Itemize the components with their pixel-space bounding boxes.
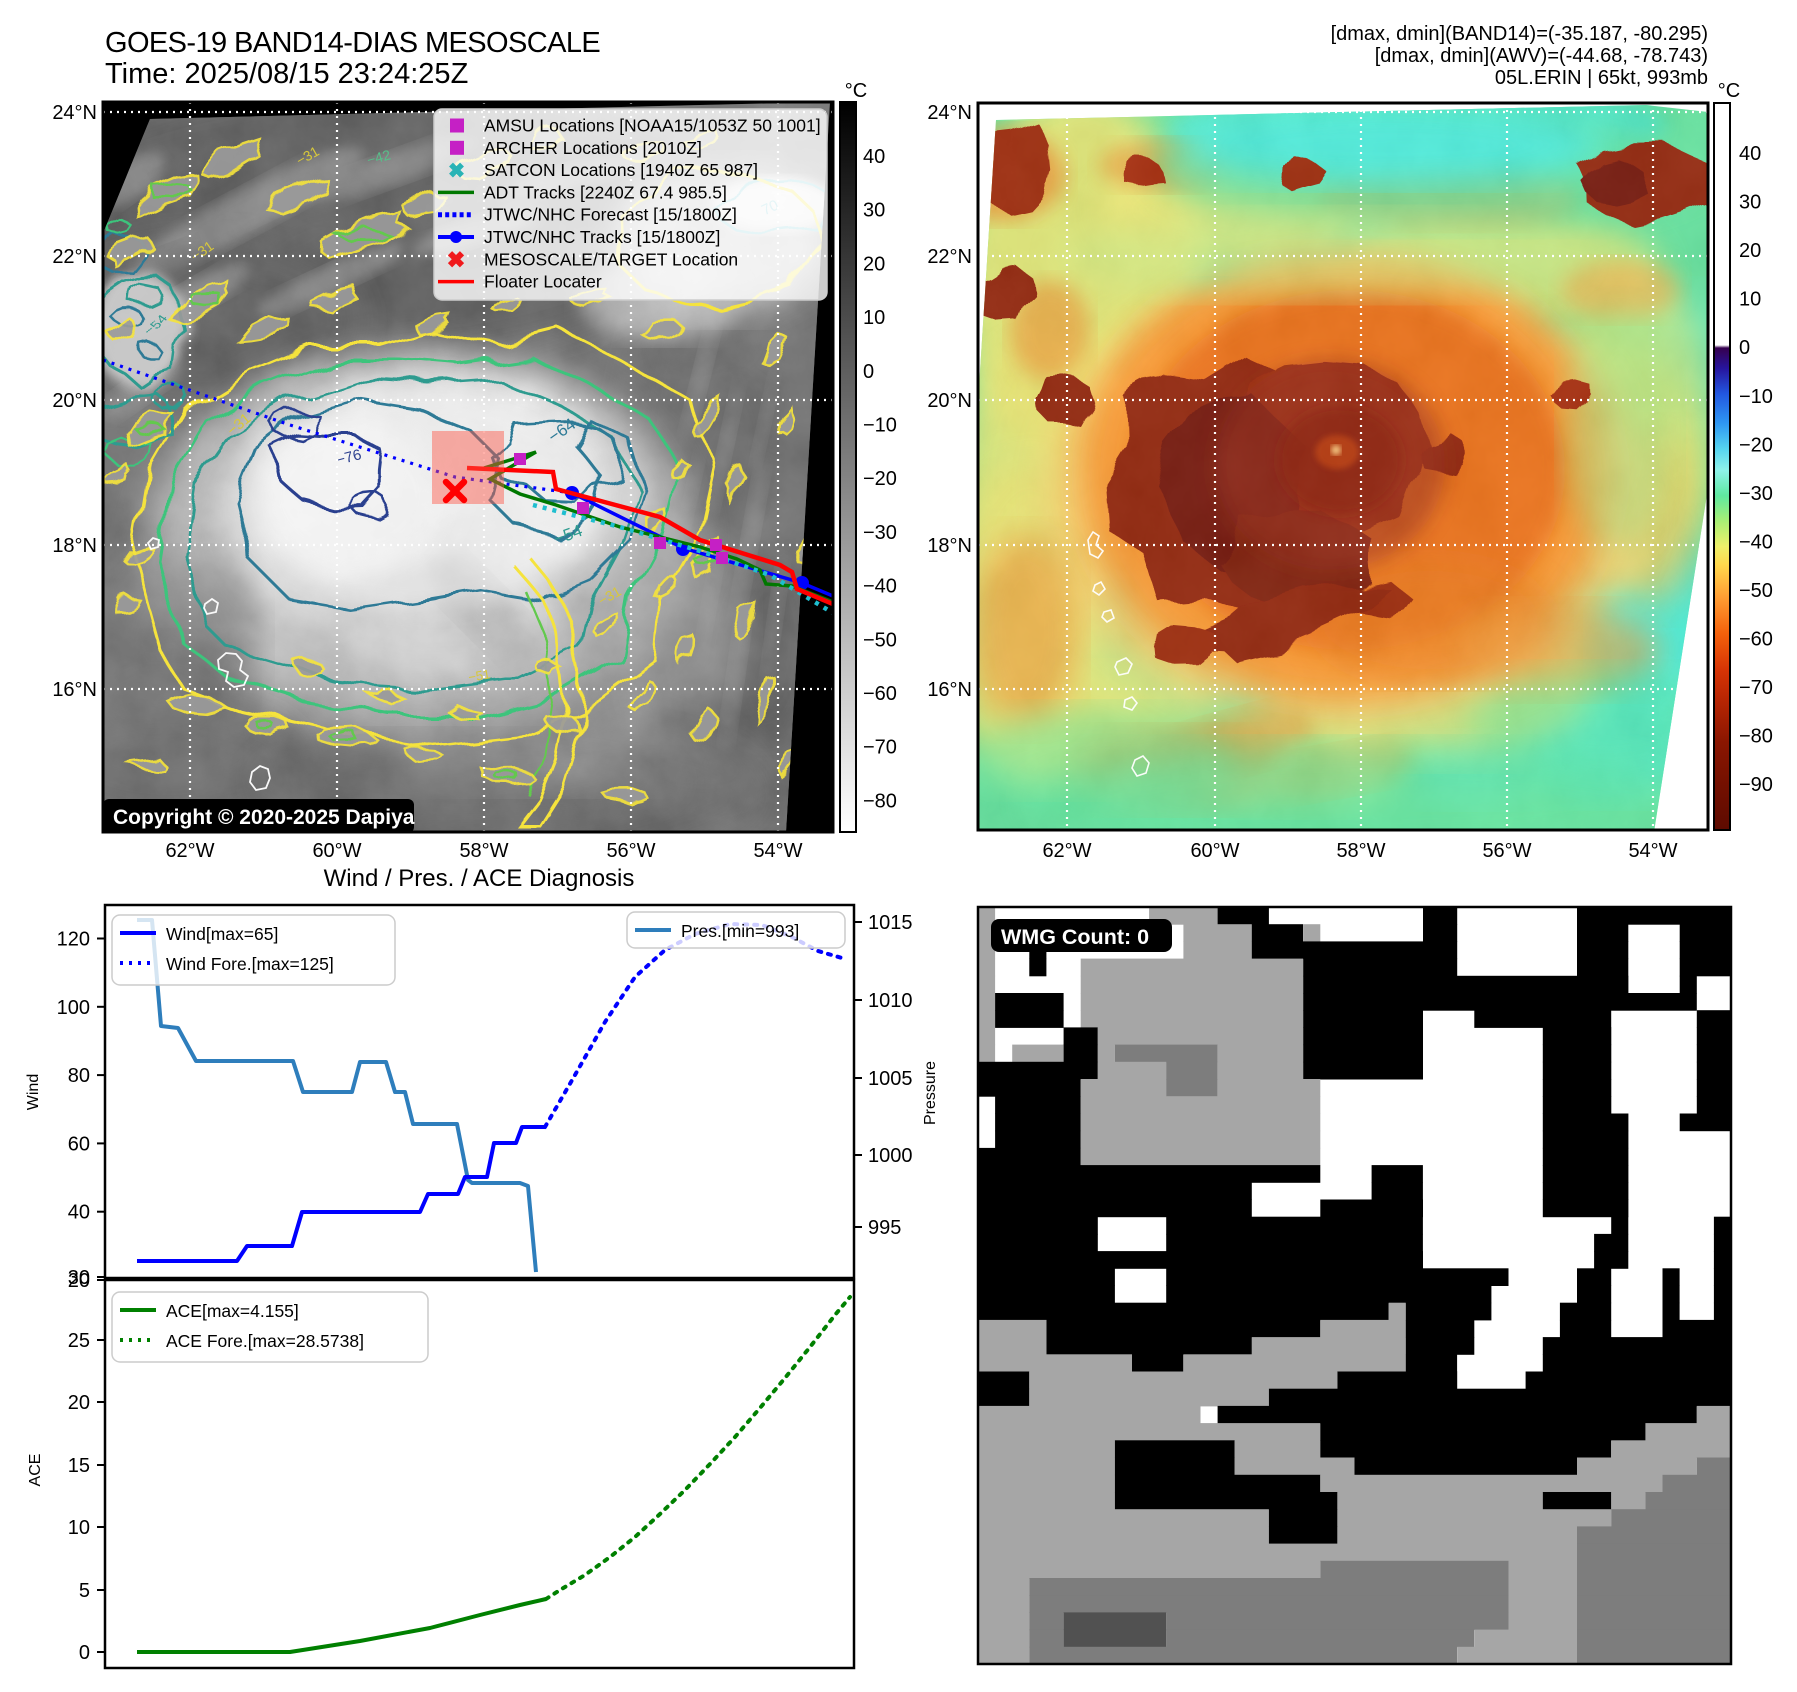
svg-text:10: 10	[863, 307, 885, 329]
svg-text:−70: −70	[863, 737, 897, 759]
svg-text:ACE[max=4.155]: ACE[max=4.155]	[166, 1301, 299, 1321]
svg-text:[dmax, dmin](BAND14)=(-35.187,: [dmax, dmin](BAND14)=(-35.187, -80.295)	[1331, 23, 1708, 45]
svg-text:°C: °C	[1718, 80, 1740, 102]
svg-text:Floater Locater: Floater Locater	[484, 272, 602, 292]
svg-text:22°N: 22°N	[52, 246, 97, 268]
svg-text:40: 40	[863, 146, 885, 168]
svg-text:−80: −80	[1739, 726, 1773, 748]
svg-text:995: 995	[868, 1217, 901, 1239]
svg-text:60: 60	[68, 1133, 90, 1155]
svg-text:62°W: 62°W	[1042, 840, 1091, 862]
svg-text:Wind: Wind	[25, 1074, 42, 1110]
svg-text:°C: °C	[845, 80, 867, 102]
svg-text:Wind[max=65]: Wind[max=65]	[166, 924, 278, 944]
svg-text:0: 0	[863, 361, 874, 383]
svg-text:58°W: 58°W	[1336, 840, 1385, 862]
svg-text:54°W: 54°W	[753, 840, 802, 862]
svg-text:ARCHER Locations [2010Z]: ARCHER Locations [2010Z]	[484, 138, 702, 158]
svg-text:1005: 1005	[868, 1068, 913, 1090]
svg-text:16°N: 16°N	[927, 679, 972, 701]
svg-text:Time: 2025/08/15 23:24:25Z: Time: 2025/08/15 23:24:25Z	[105, 58, 468, 90]
svg-text:56°W: 56°W	[606, 840, 655, 862]
svg-text:JTWC/NHC Tracks [15/1800Z]: JTWC/NHC Tracks [15/1800Z]	[484, 227, 720, 247]
svg-text:−90: −90	[1739, 774, 1773, 796]
svg-text:−60: −60	[863, 683, 897, 705]
svg-text:58°W: 58°W	[459, 840, 508, 862]
svg-text:MESOSCALE/TARGET Location: MESOSCALE/TARGET Location	[484, 249, 738, 269]
svg-text:Pres.[min=993]: Pres.[min=993]	[681, 921, 799, 941]
svg-text:60°W: 60°W	[1190, 840, 1239, 862]
svg-text:−10: −10	[863, 415, 897, 437]
svg-text:−20: −20	[863, 468, 897, 490]
svg-text:24°N: 24°N	[927, 102, 972, 124]
svg-text:30: 30	[1739, 192, 1761, 214]
svg-text:SATCON Locations [1940Z 65 987: SATCON Locations [1940Z 65 987]	[484, 160, 758, 180]
svg-text:−30: −30	[1739, 483, 1773, 505]
svg-text:Wind / Pres. / ACE Diagnosis: Wind / Pres. / ACE Diagnosis	[324, 865, 635, 892]
svg-text:−50: −50	[1739, 580, 1773, 602]
svg-text:−40: −40	[1739, 531, 1773, 553]
svg-text:AMSU Locations [NOAA15/1053Z 5: AMSU Locations [NOAA15/1053Z 50 1001]	[484, 116, 821, 136]
svg-text:40: 40	[68, 1202, 90, 1224]
svg-text:0: 0	[1739, 337, 1750, 359]
svg-text:−40: −40	[863, 576, 897, 598]
svg-text:10: 10	[68, 1517, 90, 1539]
svg-text:JTWC/NHC Forecast [15/1800Z]: JTWC/NHC Forecast [15/1800Z]	[484, 205, 737, 225]
svg-text:0: 0	[79, 1642, 90, 1664]
svg-text:22°N: 22°N	[927, 246, 972, 268]
svg-text:05L.ERIN | 65kt, 993mb: 05L.ERIN | 65kt, 993mb	[1495, 67, 1708, 89]
svg-text:54°W: 54°W	[1628, 840, 1677, 862]
svg-text:100: 100	[57, 997, 90, 1019]
svg-text:15: 15	[68, 1455, 90, 1477]
svg-text:−50: −50	[863, 629, 897, 651]
svg-text:40: 40	[1739, 143, 1761, 165]
svg-text:1010: 1010	[868, 990, 913, 1012]
svg-text:18°N: 18°N	[52, 535, 97, 557]
svg-text:20: 20	[1739, 240, 1761, 262]
svg-text:[dmax, dmin](AWV)=(-44.68, -78: [dmax, dmin](AWV)=(-44.68, -78.743)	[1375, 45, 1708, 67]
svg-text:20°N: 20°N	[52, 390, 97, 412]
svg-text:GOES-19 BAND14-DIAS MESOSCALE: GOES-19 BAND14-DIAS MESOSCALE	[105, 27, 600, 59]
svg-text:−76: −76	[334, 446, 363, 469]
svg-text:1015: 1015	[868, 912, 913, 934]
svg-text:−60: −60	[1739, 629, 1773, 651]
svg-text:20: 20	[68, 1270, 90, 1292]
svg-text:5: 5	[79, 1580, 90, 1602]
svg-text:16°N: 16°N	[52, 679, 97, 701]
svg-text:Wind Fore.[max=125]: Wind Fore.[max=125]	[166, 954, 334, 974]
svg-text:−20: −20	[1739, 434, 1773, 456]
svg-text:20: 20	[863, 253, 885, 275]
svg-text:60°W: 60°W	[312, 840, 361, 862]
svg-text:25: 25	[68, 1330, 90, 1352]
svg-text:ACE Fore.[max=28.5738]: ACE Fore.[max=28.5738]	[166, 1331, 364, 1351]
svg-text:56°W: 56°W	[1482, 840, 1531, 862]
svg-text:10: 10	[1739, 289, 1761, 311]
svg-text:20°N: 20°N	[927, 390, 972, 412]
svg-text:62°W: 62°W	[165, 840, 214, 862]
svg-text:30: 30	[863, 200, 885, 222]
svg-text:30: 30	[68, 1267, 90, 1289]
svg-text:−42: −42	[365, 146, 392, 168]
svg-text:−70: −70	[1739, 677, 1773, 699]
svg-text:WMG Count: 0: WMG Count: 0	[1001, 925, 1149, 949]
svg-text:Pressure: Pressure	[922, 1061, 939, 1125]
svg-text:−10: −10	[1739, 386, 1773, 408]
svg-text:−51: −51	[467, 666, 491, 685]
svg-text:120: 120	[57, 929, 90, 951]
svg-text:−80: −80	[863, 790, 897, 812]
svg-text:ADT Tracks [2240Z 67.4 985.5]: ADT Tracks [2240Z 67.4 985.5]	[484, 182, 727, 202]
svg-text:20: 20	[68, 1392, 90, 1414]
svg-text:ACE: ACE	[27, 1454, 44, 1487]
svg-text:1000: 1000	[868, 1145, 913, 1167]
svg-text:18°N: 18°N	[927, 535, 972, 557]
svg-text:Copyright © 2020-2025 Dapiya: Copyright © 2020-2025 Dapiya	[113, 806, 415, 829]
svg-text:80: 80	[68, 1065, 90, 1087]
svg-text:24°N: 24°N	[52, 102, 97, 124]
svg-text:−30: −30	[863, 522, 897, 544]
